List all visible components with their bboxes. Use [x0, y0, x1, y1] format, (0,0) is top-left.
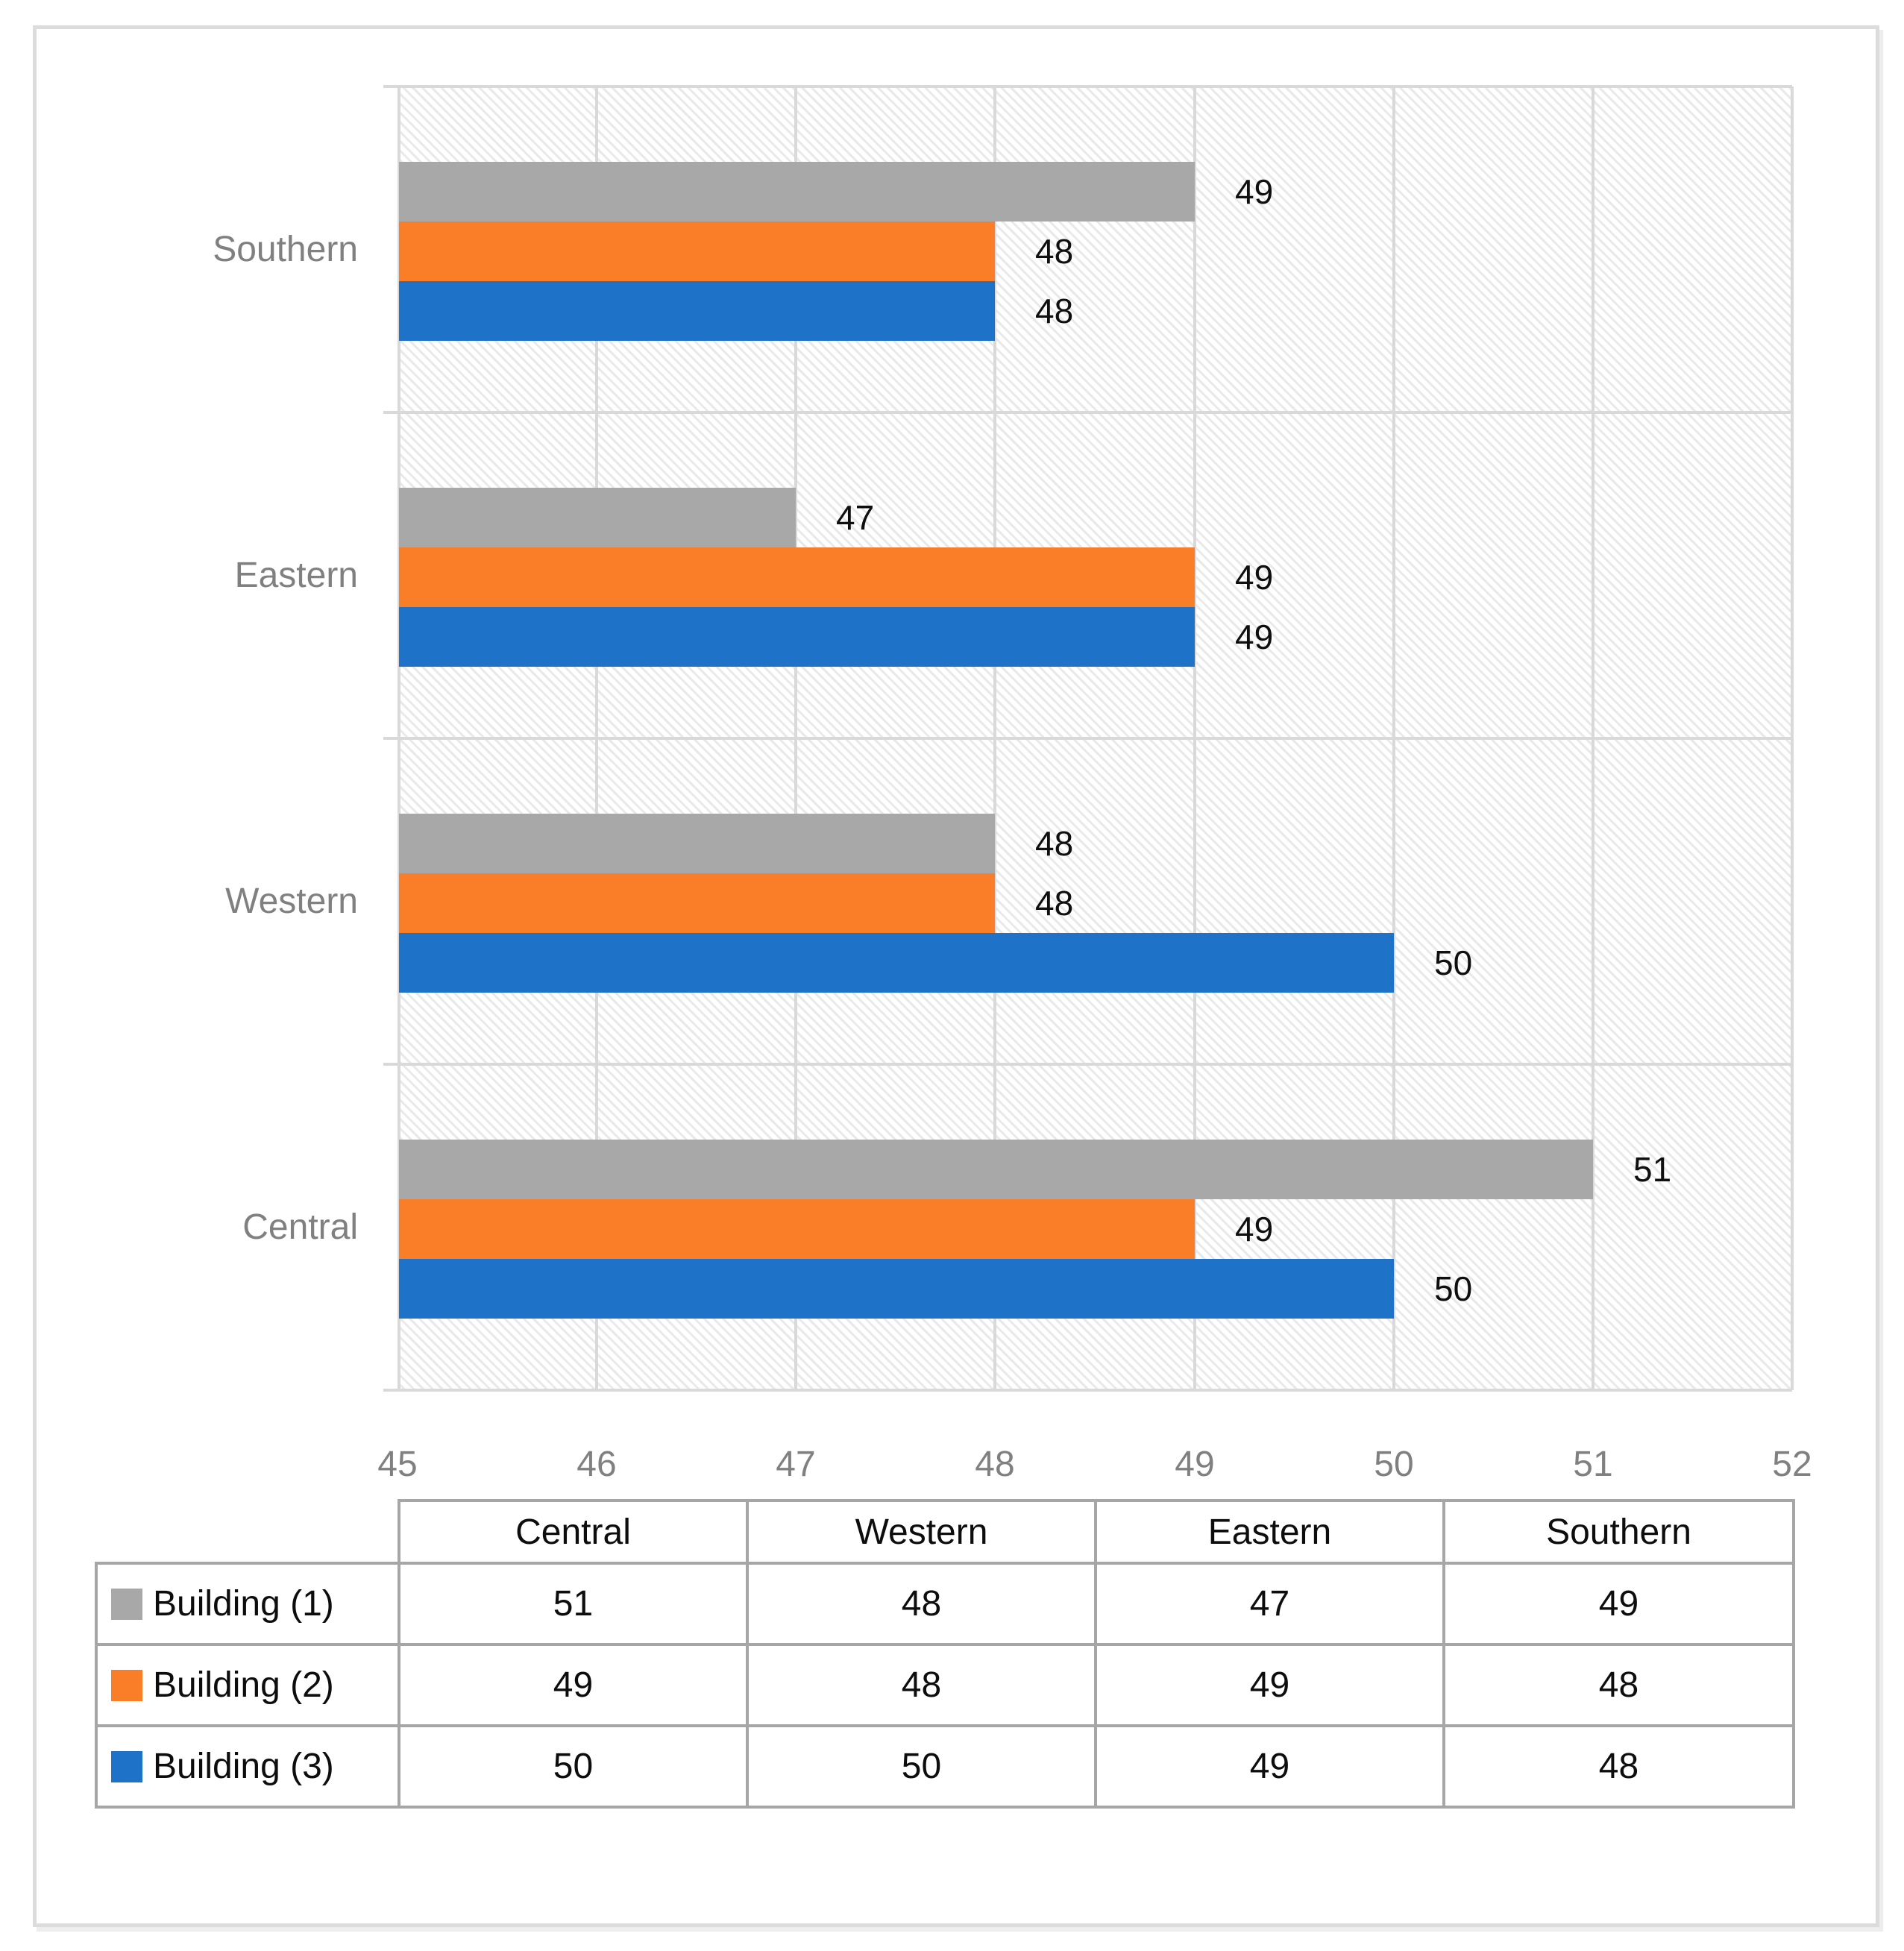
- bar-building-1--eastern[interactable]: [399, 488, 796, 547]
- table-row-1: Building (1) 51 48 47 49: [95, 1562, 1795, 1646]
- table-value-cell: 51: [398, 1562, 749, 1646]
- table-header-eastern: Eastern: [1094, 1499, 1445, 1565]
- data-label-central-1: 51: [1633, 1150, 1672, 1189]
- table-row-3: Building (3) 50 50 49 48: [95, 1724, 1795, 1809]
- data-label-southern-1: 49: [1235, 172, 1274, 211]
- table-header-row: Central Western Eastern Southern: [96, 1499, 1795, 1565]
- x-tick-label-51: 51: [1573, 1445, 1613, 1484]
- table-value-cell: 48: [1442, 1643, 1795, 1727]
- horizontal-gridline-2: [383, 737, 1792, 740]
- table-header-western: Western: [746, 1499, 1097, 1565]
- x-tick-label-50: 50: [1374, 1445, 1414, 1484]
- data-label-eastern-3: 49: [1235, 618, 1274, 656]
- table-value-cell: 49: [1442, 1562, 1795, 1646]
- table-value-cell: 48: [746, 1643, 1097, 1727]
- table-header-central: Central: [398, 1499, 749, 1565]
- category-label-southern: Southern: [213, 230, 358, 269]
- table-value-cell: 50: [398, 1724, 749, 1809]
- horizontal-gridline-3: [383, 1063, 1792, 1066]
- horizontal-gridline-1: [383, 411, 1792, 414]
- legend-swatch-icon: [111, 1669, 142, 1701]
- legend-label: Building (2): [153, 1665, 334, 1705]
- data-label-southern-2: 48: [1035, 232, 1074, 271]
- data-label-western-1: 48: [1035, 824, 1074, 863]
- bar-building-1--central[interactable]: [399, 1140, 1593, 1199]
- data-label-eastern-1: 47: [836, 498, 875, 537]
- data-label-southern-3: 48: [1035, 292, 1074, 330]
- legend-swatch-icon: [111, 1588, 142, 1620]
- bar-building-2--eastern[interactable]: [399, 547, 1195, 607]
- data-label-western-2: 48: [1035, 884, 1074, 923]
- legend-cell-3: Building (3): [95, 1724, 400, 1809]
- x-tick-label-47: 47: [776, 1445, 816, 1484]
- x-tick-label-52: 52: [1772, 1445, 1812, 1484]
- x-tick-label-48: 48: [975, 1445, 1015, 1484]
- bar-building-3--eastern[interactable]: [399, 607, 1195, 667]
- table-value-cell: 50: [746, 1724, 1097, 1809]
- table-value-cell: 48: [1442, 1724, 1795, 1809]
- table-value-cell: 49: [1094, 1724, 1445, 1809]
- category-label-eastern: Eastern: [234, 556, 358, 595]
- data-label-central-3: 50: [1434, 1269, 1473, 1308]
- table-row-2: Building (2) 49 48 49 48: [95, 1643, 1795, 1727]
- category-label-western: Western: [225, 882, 358, 921]
- bar-building-2--western[interactable]: [399, 873, 995, 933]
- x-tick-label-45: 45: [377, 1445, 418, 1484]
- data-label-western-3: 50: [1434, 943, 1473, 982]
- x-tick-label-49: 49: [1175, 1445, 1215, 1484]
- data-label-eastern-2: 49: [1235, 558, 1274, 597]
- x-tick-label-46: 46: [576, 1445, 617, 1484]
- bar-building-3--central[interactable]: [399, 1259, 1394, 1319]
- data-table: Central Western Eastern Southern Building (1…: [95, 1499, 1795, 1809]
- horizontal-gridline-4: [383, 1389, 1792, 1392]
- table-value-cell: 47: [1094, 1562, 1445, 1646]
- table-header-southern: Southern: [1442, 1499, 1795, 1565]
- bar-building-1--western[interactable]: [399, 814, 995, 873]
- table-value-cell: 48: [746, 1562, 1097, 1646]
- bar-building-3--western[interactable]: [399, 933, 1394, 993]
- legend-cell-1: Building (1): [95, 1562, 400, 1646]
- bar-building-3--southern[interactable]: [399, 281, 995, 341]
- chart-data-table: Central Western Eastern Southern Building (1…: [95, 1499, 1795, 1809]
- legend-label: Building (3): [153, 1747, 334, 1786]
- table-value-cell: 49: [398, 1643, 749, 1727]
- table-value-cell: 49: [1094, 1643, 1445, 1727]
- vertical-gridline-52: [1791, 87, 1794, 1390]
- bar-building-1--southern[interactable]: [399, 162, 1195, 222]
- bar-building-2--southern[interactable]: [399, 222, 995, 281]
- data-label-central-2: 49: [1235, 1210, 1274, 1248]
- legend-label: Building (1): [153, 1584, 334, 1624]
- category-label-central: Central: [242, 1207, 358, 1247]
- chart-outer-border: [33, 25, 1879, 1927]
- bar-building-2--central[interactable]: [399, 1199, 1195, 1259]
- legend-cell-2: Building (2): [95, 1643, 400, 1727]
- legend-swatch-icon: [111, 1750, 142, 1782]
- horizontal-gridline-0: [383, 85, 1792, 88]
- table-corner-cell: [96, 1501, 399, 1563]
